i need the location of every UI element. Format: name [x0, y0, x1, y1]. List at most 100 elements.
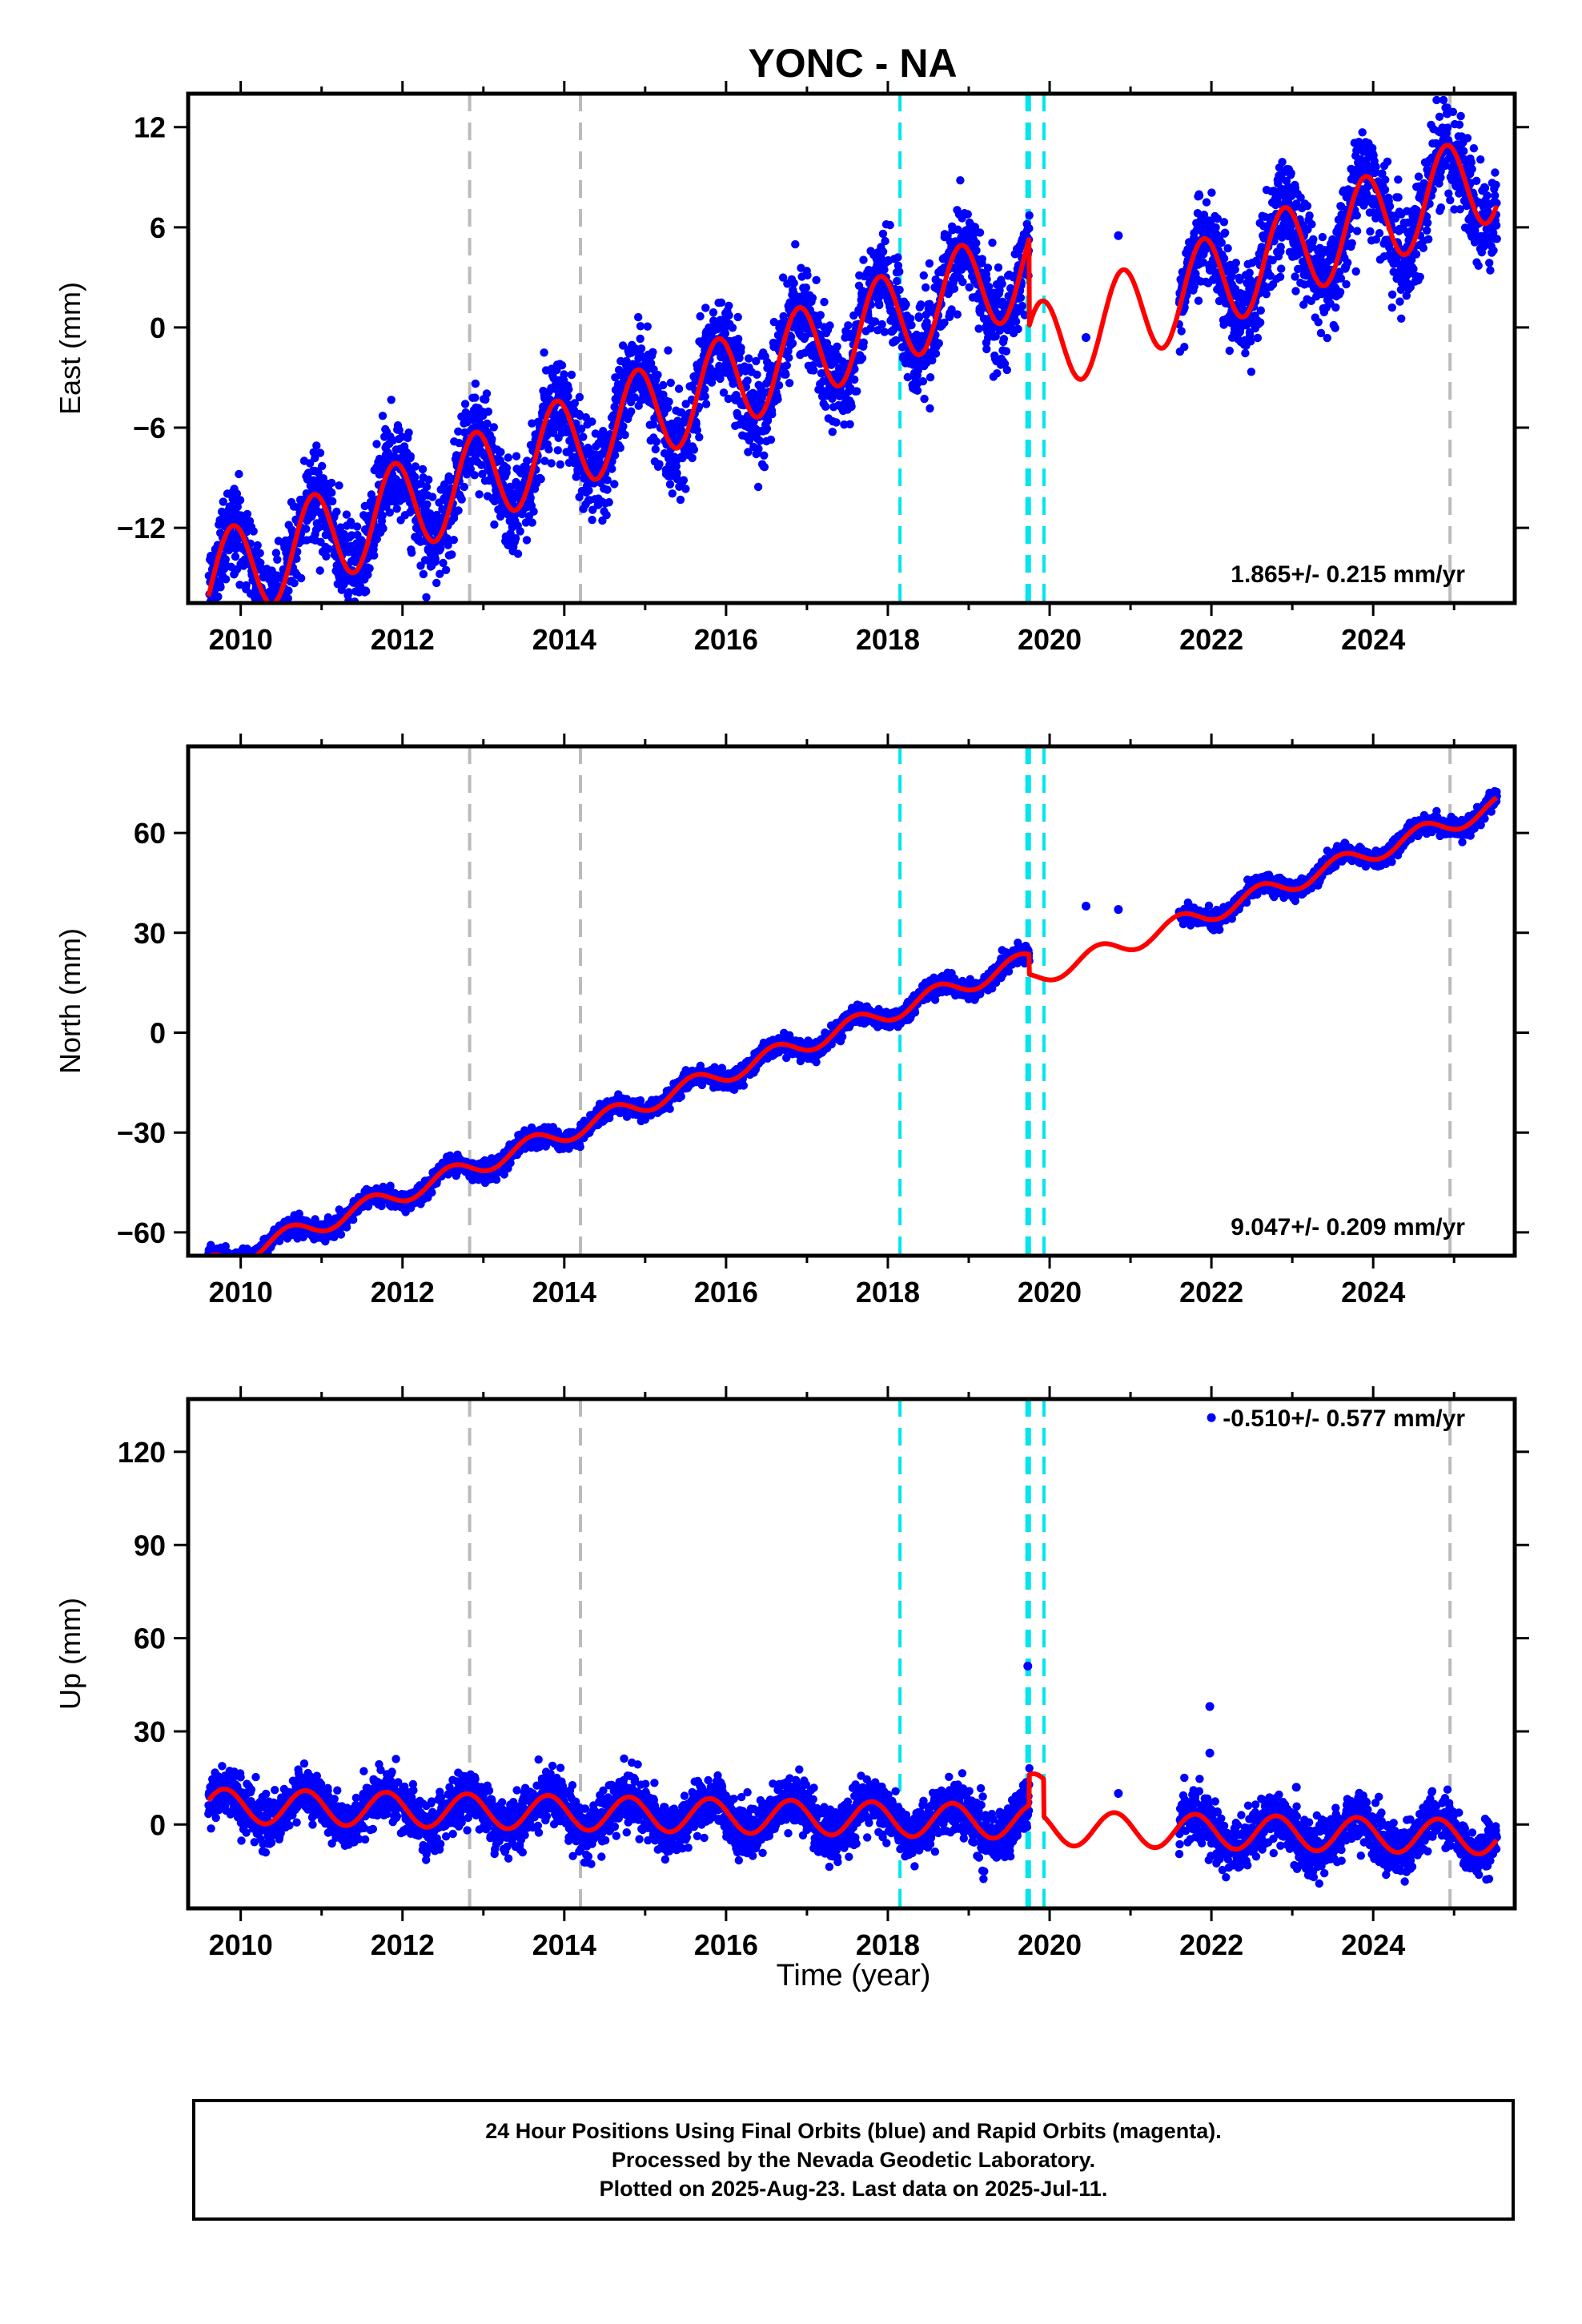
- data-point: [696, 312, 705, 321]
- data-point: [785, 353, 793, 362]
- data-point: [893, 276, 901, 286]
- data-point: [1423, 226, 1431, 235]
- data-point: [270, 609, 278, 617]
- x-tick-label: 2012: [371, 623, 435, 656]
- data-point: [982, 275, 991, 283]
- data-point: [227, 1261, 235, 1269]
- data-point: [557, 361, 567, 370]
- data-point: [816, 311, 825, 320]
- data-point: [972, 239, 981, 247]
- data-point: [766, 435, 776, 444]
- data-point: [982, 344, 991, 354]
- data-point: [370, 551, 379, 560]
- data-point: [1180, 343, 1189, 352]
- data-point: [214, 592, 223, 601]
- data-point: [221, 575, 231, 584]
- data-point: [1275, 272, 1285, 281]
- data-point: [1287, 169, 1295, 178]
- x-tick-label: 2022: [1179, 623, 1243, 656]
- data-point: [302, 525, 311, 533]
- data-point: [319, 474, 327, 483]
- data-point: [859, 338, 869, 347]
- data-point: [674, 384, 684, 393]
- data-point: [1323, 333, 1332, 343]
- data-point: [443, 534, 452, 543]
- data-point: [512, 534, 520, 543]
- data-point: [351, 606, 359, 614]
- data-point: [243, 1257, 251, 1265]
- data-point: [241, 1258, 249, 1266]
- data-point: [1371, 163, 1380, 171]
- data-point: [570, 399, 579, 408]
- data-point: [998, 279, 1006, 288]
- data-point: [1448, 107, 1458, 116]
- data-point: [588, 417, 596, 426]
- data-point: [920, 394, 929, 404]
- data-point: [1002, 365, 1012, 375]
- data-point: [1411, 250, 1421, 259]
- data-point: [253, 541, 262, 550]
- data-point: [221, 555, 230, 564]
- data-point: [216, 583, 225, 592]
- data-point: [367, 490, 376, 499]
- data-point: [681, 485, 690, 493]
- data-point: [1305, 211, 1314, 220]
- data-point: [721, 329, 730, 338]
- data-point: [360, 501, 369, 511]
- data-point: [781, 370, 790, 379]
- data-point: [1439, 95, 1448, 105]
- data-point: [850, 375, 859, 384]
- data-point: [950, 284, 959, 293]
- data-point: [1231, 259, 1241, 267]
- data-point: [1385, 202, 1395, 211]
- data-point: [993, 369, 1002, 378]
- data-point: [1219, 218, 1229, 227]
- data-point: [224, 1259, 232, 1267]
- data-point: [1114, 231, 1123, 240]
- data-point: [271, 659, 279, 667]
- data-point: [809, 366, 818, 375]
- data-point: [268, 605, 276, 613]
- data-point: [1460, 147, 1468, 155]
- data-point: [363, 570, 372, 579]
- data-point: [221, 1257, 229, 1265]
- data-point: [619, 422, 628, 431]
- data-point: [604, 498, 613, 507]
- data-point: [553, 446, 562, 455]
- data-point: [1474, 261, 1483, 270]
- data-point: [315, 448, 325, 457]
- data-point: [743, 376, 752, 385]
- data-point: [244, 1260, 252, 1268]
- data-point: [466, 464, 475, 473]
- data-point: [1262, 290, 1271, 299]
- data-point: [475, 490, 484, 499]
- data-point: [207, 615, 215, 623]
- data-point: [689, 445, 699, 454]
- data-point: [424, 475, 433, 485]
- data-point: [1082, 332, 1091, 342]
- data-point: [327, 478, 336, 488]
- data-point: [230, 1258, 238, 1266]
- data-point: [297, 573, 306, 583]
- y-tick-label: 12: [134, 111, 166, 144]
- data-point: [470, 471, 479, 480]
- data-point: [953, 310, 962, 319]
- data-point: [688, 453, 697, 463]
- data-point: [1491, 191, 1500, 200]
- data-point: [1303, 202, 1312, 211]
- data-point: [881, 236, 889, 246]
- data-point: [523, 456, 532, 465]
- data-point: [958, 277, 967, 287]
- data-point: [1381, 175, 1390, 184]
- data-point: [1366, 227, 1375, 236]
- data-point: [1443, 123, 1452, 132]
- data-point: [659, 390, 668, 399]
- data-point: [284, 586, 293, 595]
- data-point: [1342, 279, 1351, 289]
- data-point: [1387, 290, 1397, 299]
- data-point: [1194, 296, 1203, 305]
- data-point: [488, 435, 496, 444]
- data-point: [1423, 219, 1432, 227]
- data-point: [349, 623, 357, 631]
- data-point: [410, 472, 420, 481]
